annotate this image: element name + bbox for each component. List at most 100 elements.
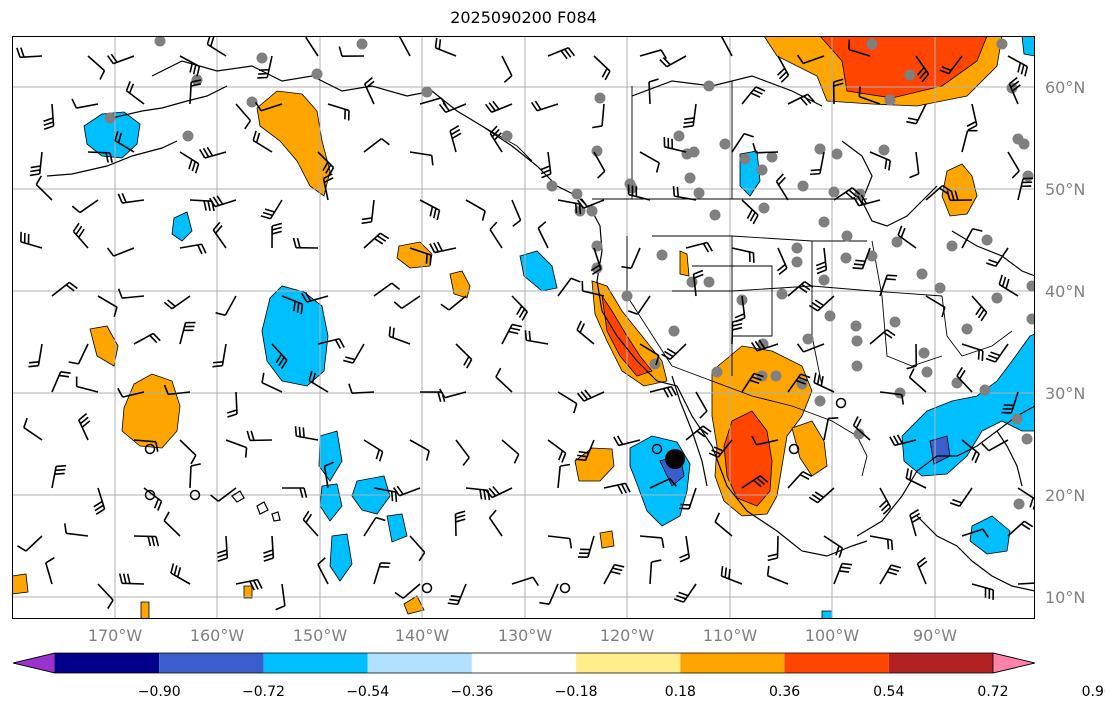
colorbar-tick-label: 0.72 <box>977 684 1009 700</box>
wind-barb <box>741 372 764 393</box>
highlight-marker <box>665 449 685 469</box>
wind-barb <box>392 485 421 497</box>
wind-barb <box>971 295 988 322</box>
wind-barb <box>208 195 237 208</box>
wind-barb <box>776 247 788 276</box>
wind-barb <box>815 247 828 275</box>
wind-barb <box>590 247 602 276</box>
wind-barb <box>257 55 273 79</box>
wind-barb <box>985 343 1009 363</box>
wind-barb <box>547 535 573 549</box>
wind-barb <box>678 487 697 510</box>
wind-barb <box>294 426 319 441</box>
wind-barb <box>246 430 273 442</box>
map-title: 2025090200 F084 <box>450 8 597 27</box>
wind-barb <box>393 295 421 310</box>
wind-barb <box>685 241 713 253</box>
wind-barb <box>879 274 898 297</box>
wind-barb <box>547 439 567 463</box>
lon-label-140w: 140°W <box>394 626 450 645</box>
wind-barb <box>227 391 238 418</box>
wind-barb <box>117 387 145 398</box>
wind-barb <box>51 464 67 489</box>
wind-barb <box>447 583 467 606</box>
wind-barb <box>1001 391 1019 414</box>
wind-barb <box>419 199 441 221</box>
wind-barb <box>20 231 43 249</box>
wind-barb <box>501 439 520 464</box>
wind-barb <box>695 391 708 419</box>
wind-barb <box>663 136 687 153</box>
wind-barb <box>869 151 892 171</box>
wind-barb <box>343 343 365 364</box>
coastlines <box>46 60 1035 592</box>
wind-barb <box>260 199 283 220</box>
wind-barb <box>163 511 181 537</box>
wind-barb <box>275 583 286 611</box>
wind-barb <box>495 367 513 393</box>
wind-barb <box>852 247 871 270</box>
wind-barb <box>322 173 334 201</box>
wind-barb <box>163 384 191 396</box>
wind-barb <box>720 36 733 57</box>
wind-barb <box>906 343 918 370</box>
wind-barb <box>438 102 467 114</box>
wind-barb <box>373 282 401 297</box>
wind-barb <box>163 295 191 310</box>
wind-barb <box>592 103 605 129</box>
wind-barb <box>649 559 662 585</box>
wind-barb <box>302 510 319 537</box>
wind-barb <box>409 247 432 266</box>
colorbar-segment <box>263 653 368 673</box>
wind-barb <box>639 151 660 173</box>
wind-barb <box>767 535 779 562</box>
wind-barb <box>576 198 605 209</box>
wind-barb <box>210 487 237 502</box>
wind-barb <box>751 435 779 446</box>
wind-barb <box>68 343 89 365</box>
wind-barb <box>87 151 113 163</box>
wind-barb <box>575 439 595 462</box>
wind-barb <box>683 103 697 128</box>
lon-label-90w: 90°W <box>912 626 958 645</box>
wind-barb <box>692 269 704 297</box>
wind-barb <box>1007 55 1029 77</box>
wind-barb <box>557 277 581 297</box>
wind-barb <box>621 247 641 269</box>
wind-barb <box>961 439 980 464</box>
wind-barb <box>409 535 426 562</box>
lat-label-50: 50°N <box>1045 180 1086 199</box>
wind-barb <box>117 192 145 204</box>
wind-barb <box>787 280 814 297</box>
wind-barb <box>511 576 540 587</box>
wind-barb <box>465 199 486 221</box>
wind-barb <box>189 463 201 489</box>
wind-barb <box>889 434 917 447</box>
wind-barb <box>189 199 215 212</box>
wind-barb <box>51 370 71 393</box>
colorbar-segment <box>576 653 681 673</box>
wind-barb <box>261 372 283 393</box>
wind-barb <box>225 439 248 458</box>
wind-barb <box>833 562 853 585</box>
wind-barb <box>373 562 391 585</box>
wind-barb <box>29 151 43 177</box>
wind-barb <box>672 186 697 201</box>
colorbar-segment <box>159 653 264 673</box>
wind-barb <box>832 78 844 105</box>
positive-anomaly-regions <box>12 36 1003 619</box>
wind-barb <box>731 132 754 153</box>
wind-barb <box>540 151 552 179</box>
wind-barb <box>394 583 421 599</box>
wind-barb <box>1017 177 1034 201</box>
wind-barb <box>364 77 375 105</box>
wind-barb <box>925 295 946 318</box>
wind-barb <box>946 190 973 202</box>
wind-barb <box>501 55 513 83</box>
wind-barb <box>906 103 927 125</box>
colorbar-tick-label: 0.90 <box>1081 684 1105 700</box>
wind-barb <box>853 194 881 207</box>
wind-barb <box>1007 151 1020 179</box>
wind-barb <box>787 93 815 106</box>
wind-barb <box>639 535 665 548</box>
